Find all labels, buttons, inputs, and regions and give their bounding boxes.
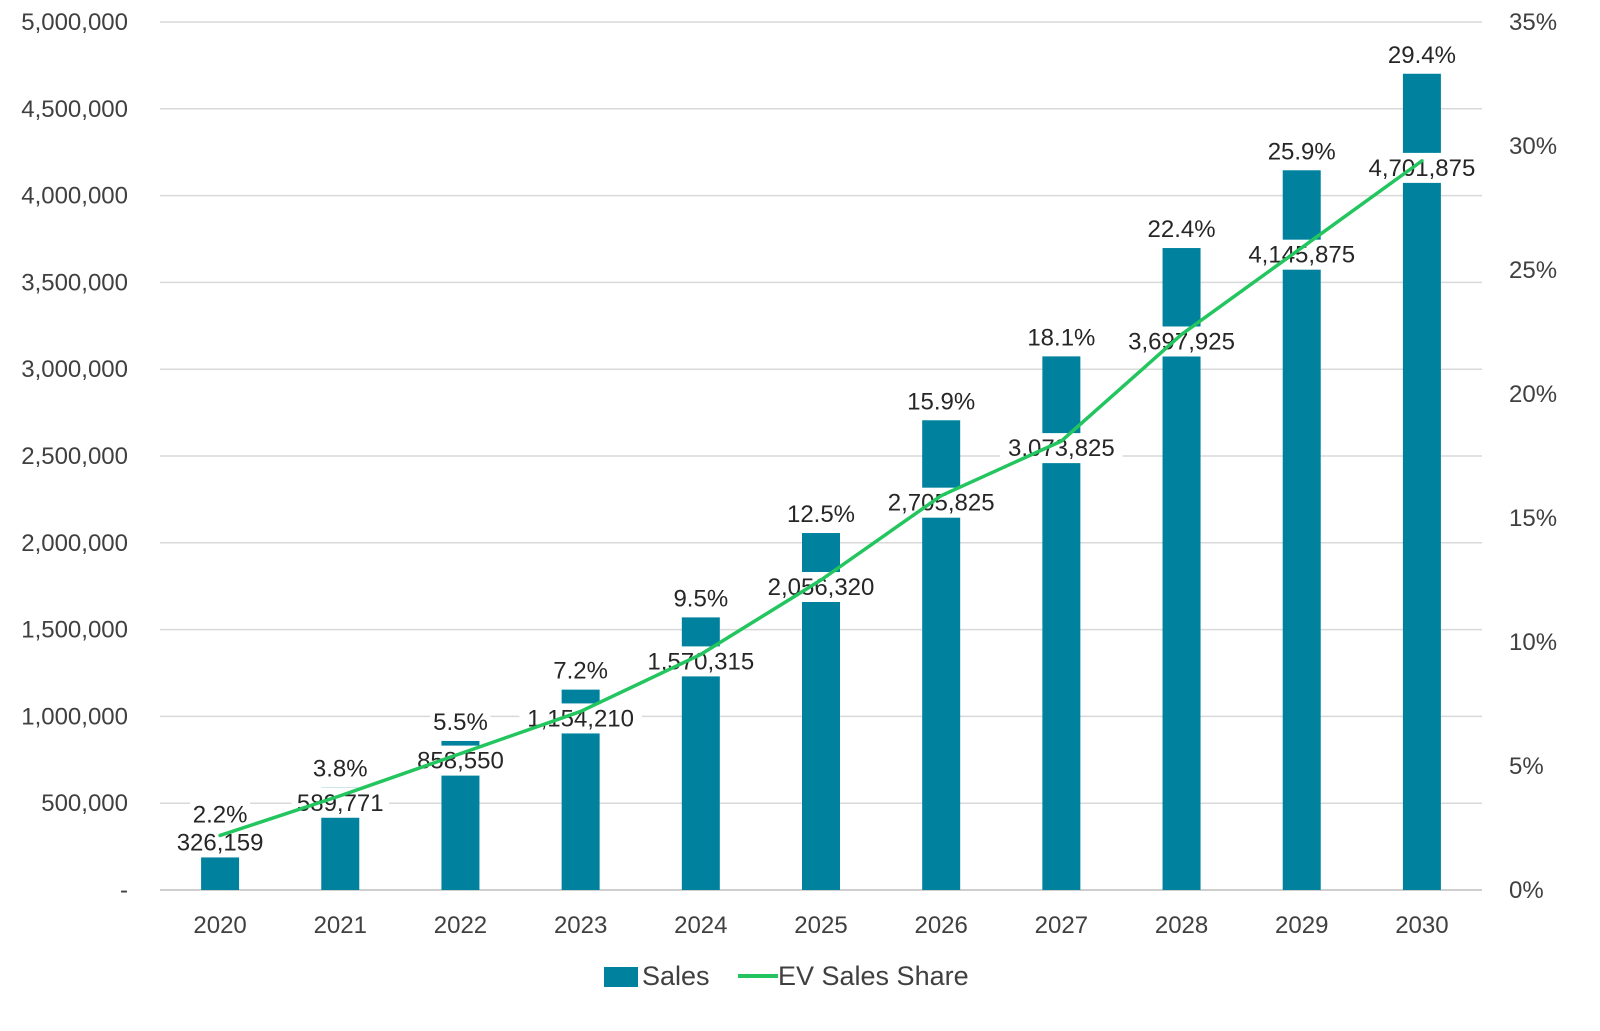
ev-share-data-label: 12.5%	[787, 501, 855, 528]
ev-share-data-label: 9.5%	[673, 585, 728, 612]
left-axis: - 500,000 1,000,000 1,500,000 2,000,000 2,500…	[21, 9, 128, 904]
legend-share-label: EV Sales Share	[778, 961, 969, 991]
x-tick-label: 2020	[193, 912, 246, 939]
y-left-tick-label: 1,000,000	[21, 703, 128, 730]
legend-sales-label: Sales	[642, 961, 710, 991]
sales-data-label-bg	[1360, 152, 1484, 183]
ev-share-data-label-bg	[670, 583, 731, 614]
x-tick-label: 2030	[1395, 912, 1448, 939]
y-right-tick-label: 10%	[1509, 629, 1557, 656]
ev-share-data-label-bg	[310, 753, 371, 784]
sales-data-label: 4,701,875	[1369, 155, 1476, 182]
ev-share-line	[218, 159, 1424, 838]
sales-bar	[1402, 73, 1441, 890]
y-right-tick-label: 5%	[1509, 753, 1544, 780]
ev-share-data-label-bg	[430, 706, 491, 737]
y-right-tick-label: 20%	[1509, 381, 1557, 408]
y-left-tick-label: -	[120, 877, 128, 904]
y-left-tick-label: 3,500,000	[21, 269, 128, 296]
x-tick-label: 2027	[1035, 912, 1088, 939]
x-tick-label: 2021	[314, 912, 367, 939]
y-right-tick-label: 35%	[1509, 9, 1557, 36]
ev-share-data-label-bg	[1025, 322, 1098, 353]
y-left-tick-label: 1,500,000	[21, 617, 128, 644]
x-tick-label: 2022	[434, 912, 487, 939]
ev-share-data-label: 7.2%	[553, 658, 608, 685]
ev-share-data-label-bg	[904, 386, 978, 417]
y-right-tick-label: 25%	[1509, 257, 1557, 284]
sales-data-label-bg	[1240, 239, 1363, 270]
legend: Sales EV Sales Share	[604, 961, 969, 991]
sales-data-label: 2,705,825	[888, 490, 995, 517]
ev-share-data-label: 3.8%	[313, 756, 368, 783]
ev-share-data-label-bg	[1145, 214, 1218, 245]
x-tick-label: 2026	[914, 912, 967, 939]
sales-data-label-bg	[291, 787, 390, 818]
right-axis: 0% 5% 10% 15% 20% 25% 30% 35%	[1509, 9, 1557, 904]
sales-data-label-bg	[411, 745, 510, 776]
y-right-tick-label: 30%	[1509, 133, 1557, 160]
ev-share-data-label: 29.4%	[1388, 42, 1456, 69]
sales-data-label: 589,771	[297, 790, 384, 817]
ev-share-data-label-bg	[1265, 136, 1338, 167]
y-left-tick-label: 3,000,000	[21, 356, 128, 383]
sales-data-label: 1,154,210	[527, 705, 634, 732]
ev-share-data-label: 18.1%	[1027, 324, 1095, 351]
sales-data-label-bg	[1120, 326, 1243, 357]
y-left-tick-label: 5,000,000	[21, 9, 128, 36]
sales-data-label: 326,159	[177, 829, 264, 856]
y-left-tick-label: 4,000,000	[21, 183, 128, 210]
y-left-tick-label: 4,500,000	[21, 96, 128, 123]
x-axis: 2020 2021 2022 2023 2024 2025 2026 2027 2028 2029…	[193, 912, 1448, 939]
sales-data-label-bg	[639, 646, 763, 677]
y-right-tick-label: 0%	[1509, 877, 1544, 904]
sales-data-label-bg	[171, 827, 269, 858]
sales-bar	[1282, 170, 1321, 890]
sales-data-label-bg	[759, 572, 883, 602]
x-tick-label: 2029	[1275, 912, 1328, 939]
x-tick-label: 2024	[674, 912, 727, 939]
y-left-tick-label: 2,000,000	[21, 530, 128, 557]
ev-share-data-label-bg	[550, 655, 611, 686]
sales-data-label-bg	[879, 487, 1003, 518]
ev-share-data-label-bg	[190, 799, 251, 830]
ev-share-data-label-bg	[784, 499, 858, 530]
ev-share-data-label-bg	[1385, 39, 1459, 70]
ev-share-data-label: 22.4%	[1148, 216, 1216, 243]
legend-sales-swatch	[604, 967, 638, 987]
ev-share-data-label: 2.2%	[193, 801, 248, 828]
ev-share-data-label: 25.9%	[1268, 138, 1336, 165]
x-tick-label: 2023	[554, 912, 607, 939]
x-tick-label: 2025	[794, 912, 847, 939]
ev-share-data-label: 5.5%	[433, 709, 488, 736]
ev-share-line	[218, 159, 1424, 838]
x-tick-label: 2028	[1155, 912, 1208, 939]
y-left-tick-label: 500,000	[41, 790, 128, 817]
ev-share-data-label: 15.9%	[907, 388, 975, 415]
sales-data-label: 858,550	[417, 748, 504, 775]
y-left-tick-label: 2,500,000	[21, 443, 128, 470]
sales-data-label-bg	[519, 703, 642, 734]
y-right-tick-label: 15%	[1509, 505, 1557, 532]
